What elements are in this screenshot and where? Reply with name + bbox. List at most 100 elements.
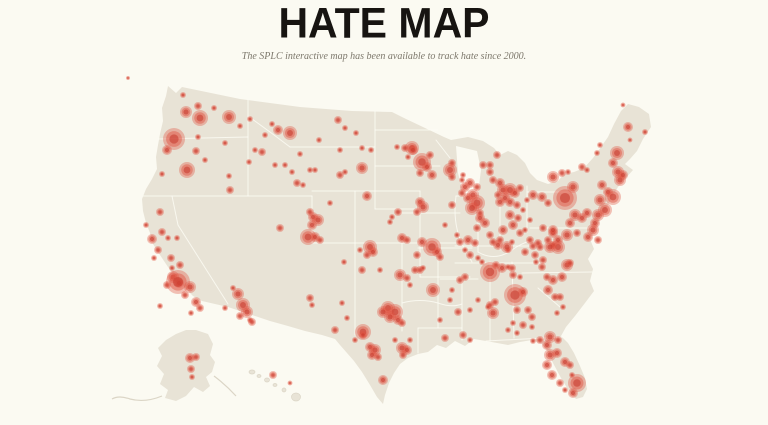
hate-group-dot[interactable] — [190, 375, 194, 379]
hate-group-dot[interactable] — [544, 362, 550, 368]
hate-group-dot[interactable] — [450, 203, 454, 207]
hate-group-dot[interactable] — [226, 114, 232, 120]
hate-group-dot[interactable] — [570, 373, 574, 377]
hate-group-dot[interactable] — [477, 215, 483, 221]
hate-group-dot[interactable] — [275, 127, 281, 133]
hate-group-dot[interactable] — [460, 178, 464, 182]
hate-group-dot[interactable] — [546, 238, 550, 242]
hate-group-dot[interactable] — [260, 150, 264, 154]
hate-group-dot[interactable] — [415, 253, 419, 257]
hate-group-dot[interactable] — [550, 277, 556, 283]
hate-group-dot[interactable] — [547, 334, 553, 340]
hate-group-dot[interactable] — [499, 265, 505, 271]
hate-group-dot[interactable] — [388, 220, 392, 224]
hate-group-dot[interactable] — [520, 289, 526, 295]
hate-group-dot[interactable] — [476, 298, 480, 302]
hate-group-dot[interactable] — [397, 272, 403, 278]
hate-group-dot[interactable] — [360, 146, 364, 150]
hate-group-dot[interactable] — [625, 124, 631, 130]
hate-group-dot[interactable] — [536, 241, 540, 245]
hate-group-dot[interactable] — [419, 239, 425, 245]
hate-group-dot[interactable] — [482, 220, 488, 226]
hate-group-dot[interactable] — [502, 195, 508, 201]
hate-group-dot[interactable] — [566, 170, 570, 174]
hate-group-dot[interactable] — [556, 338, 560, 342]
hate-group-dot[interactable] — [428, 153, 432, 157]
hate-group-dot[interactable] — [602, 207, 608, 213]
hate-group-dot[interactable] — [545, 287, 551, 293]
hate-group-dot[interactable] — [530, 315, 534, 319]
hate-group-dot[interactable] — [530, 325, 534, 329]
hate-group-dot[interactable] — [438, 255, 442, 259]
hate-group-dot[interactable] — [263, 133, 267, 137]
hate-group-dot[interactable] — [518, 275, 522, 279]
hate-group-dot[interactable] — [546, 201, 550, 205]
hate-group-dot[interactable] — [584, 210, 590, 216]
hate-group-dot[interactable] — [511, 273, 515, 277]
hate-group-dot[interactable] — [240, 302, 246, 308]
hate-group-dot[interactable] — [481, 163, 485, 167]
hate-group-dot[interactable] — [404, 347, 410, 353]
hate-group-dot[interactable] — [273, 163, 277, 167]
hate-group-dot[interactable] — [564, 232, 570, 238]
hate-group-dot[interactable] — [438, 318, 442, 322]
hate-group-dot[interactable] — [592, 220, 598, 226]
hate-group-dot[interactable] — [360, 268, 364, 272]
hate-group-dot[interactable] — [304, 233, 312, 241]
hate-group-dot[interactable] — [399, 345, 405, 351]
hate-group-dot[interactable] — [395, 317, 401, 323]
hate-group-dot[interactable] — [227, 174, 231, 178]
hate-group-dot[interactable] — [369, 352, 375, 358]
hate-group-dot[interactable] — [395, 145, 399, 149]
hate-group-dot[interactable] — [343, 126, 347, 130]
hate-group-dot[interactable] — [518, 231, 522, 235]
hate-group-dot[interactable] — [486, 305, 490, 309]
hate-group-dot[interactable] — [614, 150, 620, 156]
hate-group-dot[interactable] — [545, 275, 549, 279]
hate-group-dot[interactable] — [598, 143, 602, 147]
hate-group-dot[interactable] — [308, 296, 312, 300]
hate-group-dot[interactable] — [467, 180, 473, 186]
hate-group-dot[interactable] — [595, 151, 599, 155]
hate-group-dot[interactable] — [550, 230, 556, 236]
hate-group-dot[interactable] — [500, 227, 506, 233]
hate-group-dot[interactable] — [313, 168, 317, 172]
hate-group-dot[interactable] — [181, 93, 185, 97]
hate-group-dot[interactable] — [428, 243, 436, 251]
hate-group-dot[interactable] — [443, 336, 447, 340]
hate-group-dot[interactable] — [617, 177, 623, 183]
hate-group-dot[interactable] — [290, 170, 294, 174]
hate-group-dot[interactable] — [149, 236, 155, 242]
hate-group-dot[interactable] — [470, 192, 476, 198]
hate-group-dot[interactable] — [372, 347, 378, 353]
hate-group-dot[interactable] — [417, 199, 423, 205]
hate-group-dot[interactable] — [401, 353, 405, 357]
hate-group-dot[interactable] — [523, 228, 527, 232]
hate-group-dot[interactable] — [338, 148, 342, 152]
hate-group-dot[interactable] — [158, 304, 162, 308]
hate-group-dot[interactable] — [476, 256, 480, 260]
hate-group-dot[interactable] — [597, 197, 603, 203]
hate-group-dot[interactable] — [328, 201, 332, 205]
hate-group-dot[interactable] — [515, 331, 519, 335]
hate-group-dot[interactable] — [403, 146, 407, 150]
hate-group-dot[interactable] — [580, 165, 584, 169]
hate-group-dot[interactable] — [169, 256, 173, 260]
hate-group-dot[interactable] — [189, 311, 193, 315]
hate-group-dot[interactable] — [413, 268, 417, 272]
hate-group-dot[interactable] — [478, 211, 482, 215]
hate-group-dot[interactable] — [493, 300, 497, 304]
hate-group-dot[interactable] — [461, 333, 465, 337]
hate-group-dot[interactable] — [354, 131, 358, 135]
hate-group-dot[interactable] — [473, 199, 481, 207]
hate-group-dot[interactable] — [244, 309, 250, 315]
hate-group-dot[interactable] — [643, 130, 647, 134]
hate-group-dot[interactable] — [507, 212, 513, 218]
hate-group-dot[interactable] — [295, 181, 299, 185]
hate-group-dot[interactable] — [511, 321, 515, 325]
hate-group-dot[interactable] — [343, 170, 347, 174]
hate-group-dot[interactable] — [247, 160, 251, 164]
hate-group-dot[interactable] — [504, 244, 510, 250]
hate-group-dot[interactable] — [531, 339, 535, 343]
hate-group-dot[interactable] — [497, 180, 503, 186]
